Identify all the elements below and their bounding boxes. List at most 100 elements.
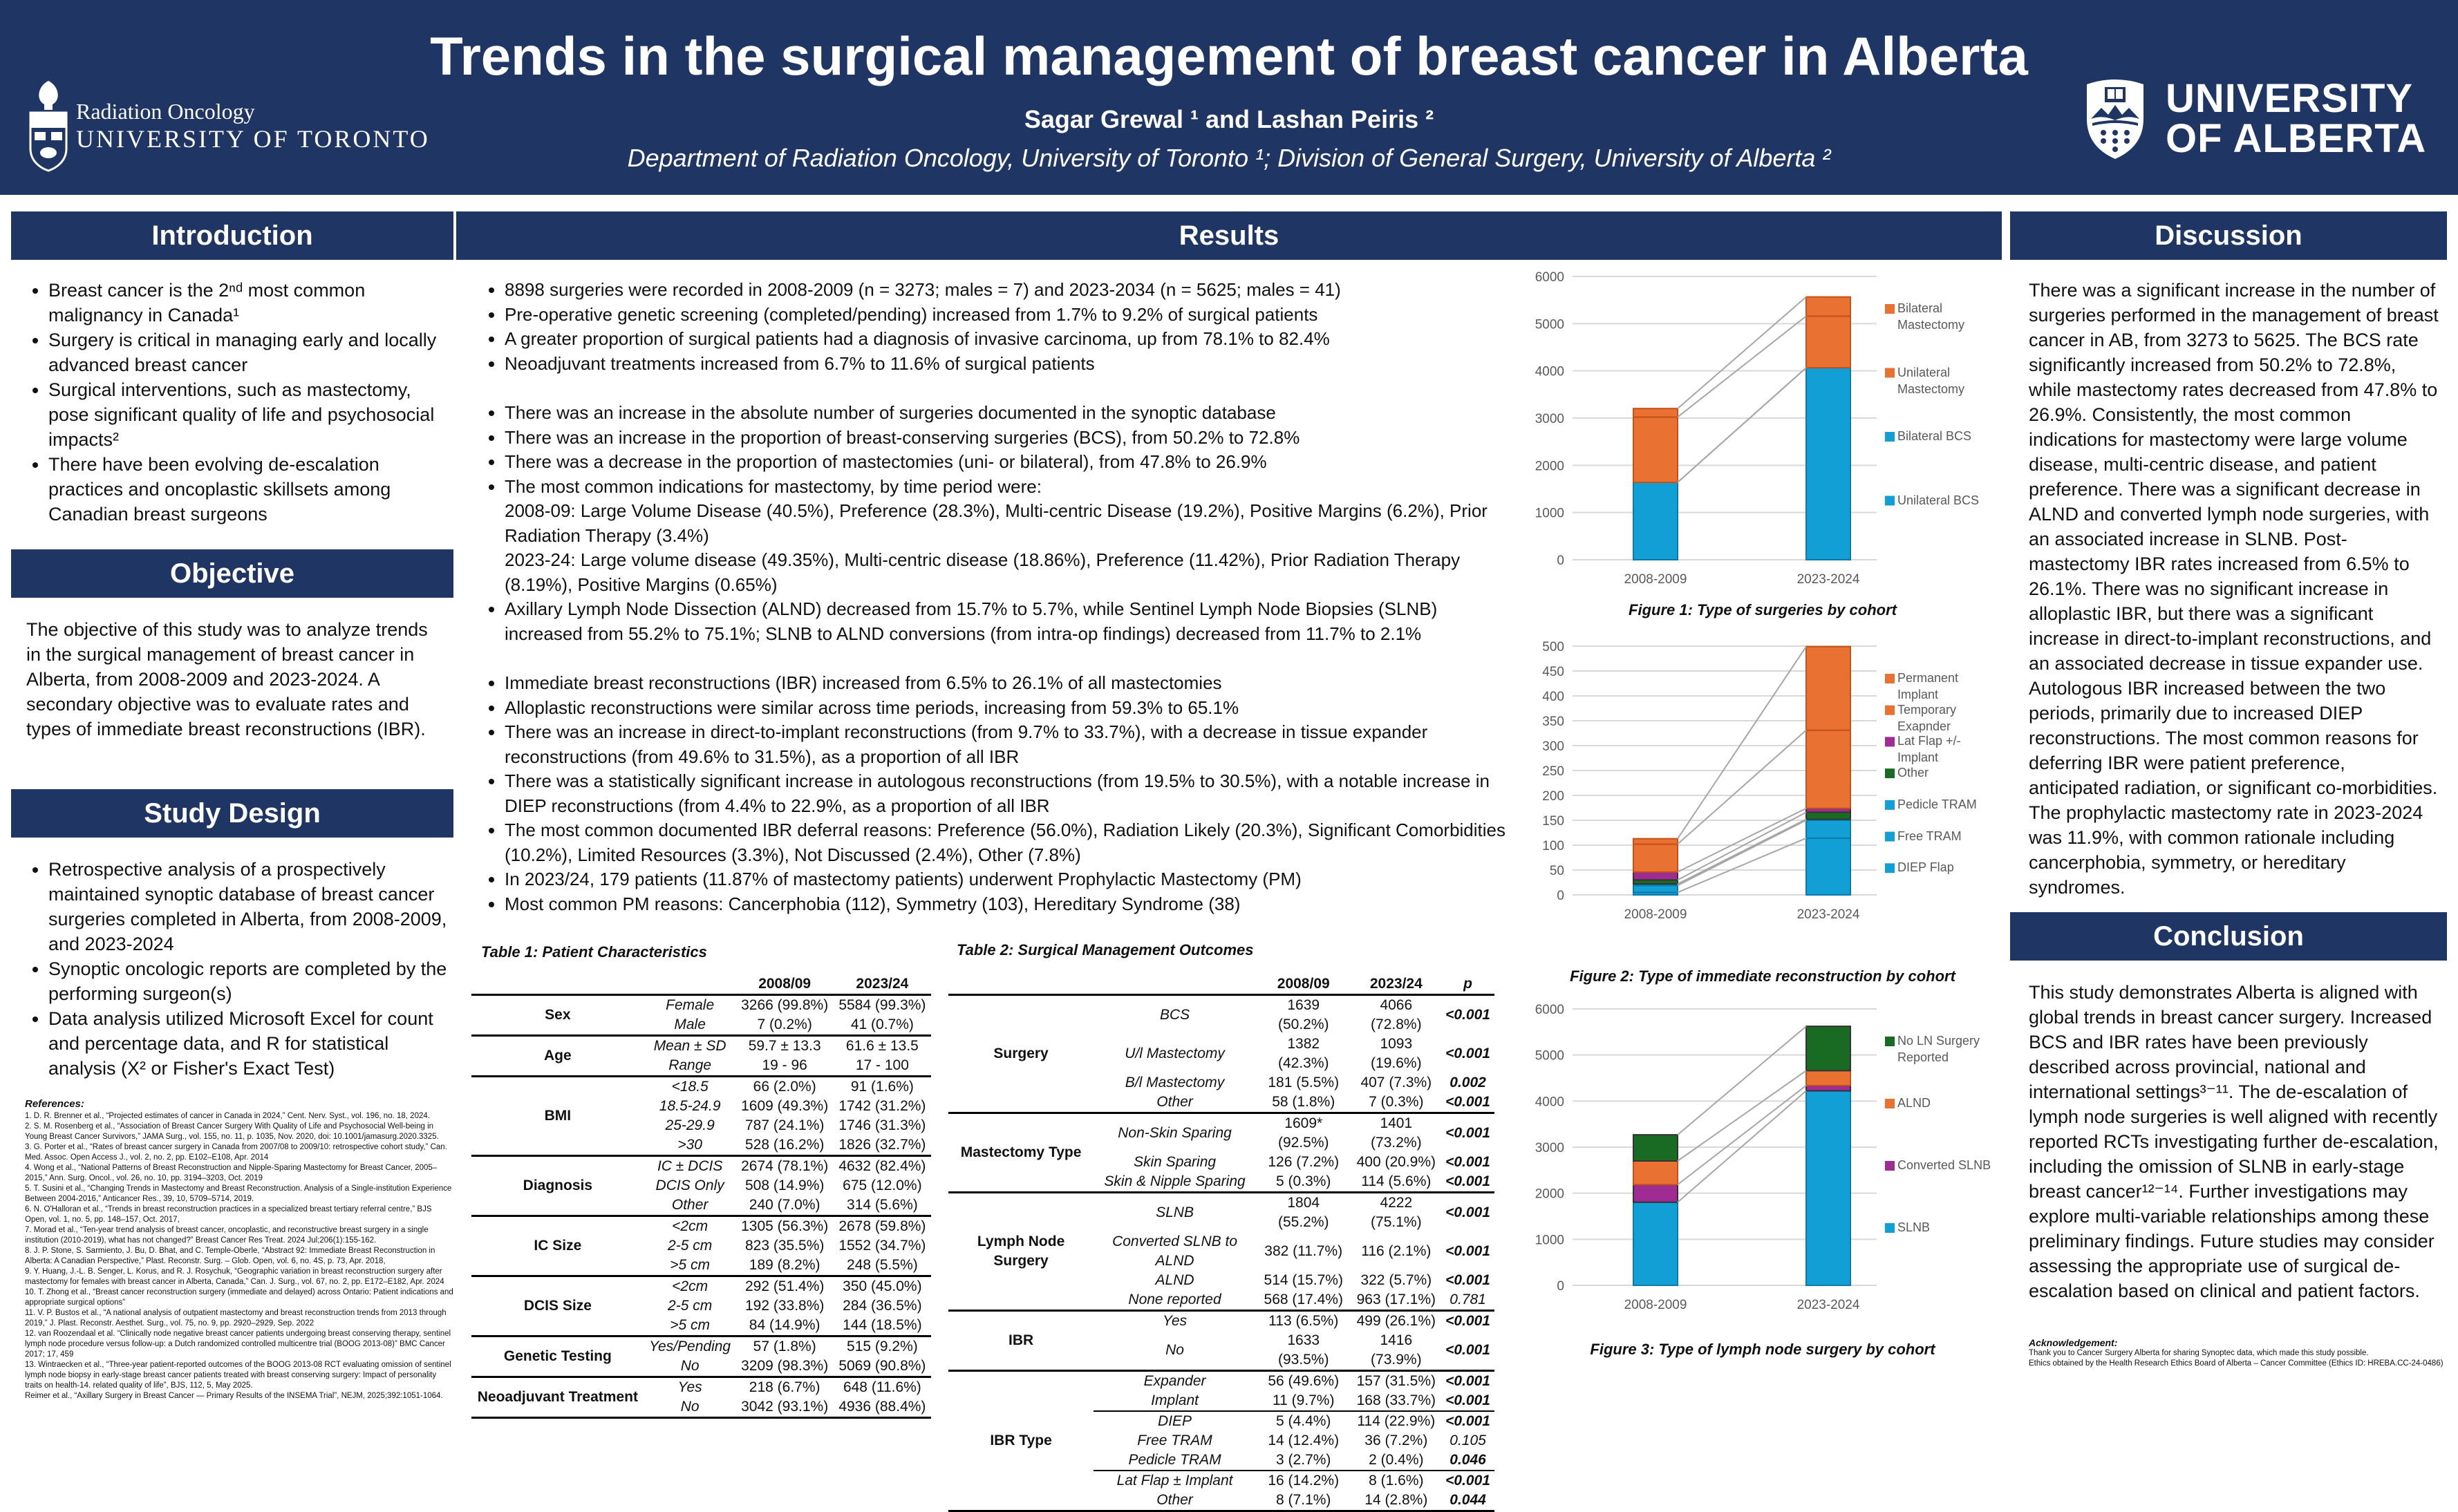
series-connector-line [1677, 837, 1807, 894]
table1-title: Table 1: Patient Characteristics [481, 943, 707, 961]
surgical-outcomes-table: 2008/09 2023/24 p Surgery BCS 1639 (50.2%) 406… [948, 974, 1494, 1512]
bar-segment [1633, 838, 1678, 845]
objective-heading: Objective [11, 549, 453, 598]
row-group-label: Mastectomy Type [948, 1113, 1094, 1193]
figure2-chart: 0 50 100 150 200 250 300 350 400 450 500 2008-2009 2… [1542, 640, 1976, 922]
bar-segment [1633, 482, 1678, 561]
legend-label: Bilateral BCS [1897, 429, 1972, 443]
y-tick-label: 2000 [1535, 459, 1564, 473]
table-row: Male 7 (0.2%) 41 (0.7%) [471, 1015, 931, 1037]
cell-value: 1804 (55.2%) [1277, 1195, 1329, 1230]
row-label: IC ± DCIS [657, 1158, 723, 1174]
y-tick-label: 3000 [1535, 412, 1564, 426]
row-label: >5 cm [644, 1256, 736, 1277]
p-value: 0.002 [1450, 1075, 1486, 1090]
p-value: <0.001 [1445, 1272, 1490, 1288]
cell-value: 66 (2.0%) [753, 1079, 816, 1095]
p-value: 0.044 [1441, 1491, 1494, 1512]
x-tick-label: 2023-2024 [1797, 572, 1860, 587]
table-row: U/l Mastectomy 1382 (42.3%) 1093 (19.6%) <0… [948, 1034, 1494, 1073]
table-row: Neoadjuvant Treatment Yes 218 (6.7%) 648 (1… [471, 1377, 931, 1419]
logo-left-line2: UNIVERSITY OF TORONTO [76, 125, 430, 153]
y-tick-label: 450 [1542, 665, 1564, 679]
column-header: 2008/09 [1255, 974, 1351, 996]
legend-swatch [1885, 1037, 1895, 1046]
intro-bullet: There have been evolving de-escalation p… [48, 452, 449, 527]
cell-value: 1093 (19.6%) [1371, 1036, 1422, 1071]
design-bullet: Data analysis utilized Microsoft Excel f… [48, 1006, 449, 1081]
results-bullet: There was an increase in the absolute nu… [505, 401, 1507, 426]
p-value: <0.001 [1441, 1331, 1494, 1372]
cell-value: 2674 (78.1%) [741, 1158, 829, 1174]
p-value: <0.001 [1445, 1154, 1490, 1170]
logo-left-line1: Radiation Oncology [76, 99, 255, 124]
cell-value: 126 (7.2%) [1268, 1154, 1340, 1170]
table-row: No 1633 (93.5%) 1416 (73.9%) <0.001 [948, 1331, 1494, 1372]
table-row: Other 58 (1.8%) 7 (0.3%) <0.001 [948, 1093, 1494, 1114]
cell-value: 61.6 ± 13.5 [845, 1038, 919, 1054]
bar-segment [1805, 1026, 1851, 1072]
y-tick-label: 2000 [1535, 1187, 1564, 1202]
cell-value: 41 (0.7%) [833, 1015, 931, 1037]
introduction-body: Breast cancer is the 2ⁿᵈ most common mal… [14, 278, 449, 527]
cell-value: 4066 (72.8%) [1371, 997, 1422, 1032]
row-label: <18.5 [671, 1079, 709, 1095]
bar-segment [1805, 296, 1851, 317]
legend-item: ALND [1897, 1096, 1931, 1110]
p-value: <0.001 [1445, 1046, 1490, 1061]
row-group-label: Neoadjuvant Treatment [471, 1377, 644, 1419]
conclusion-heading: Conclusion [2010, 912, 2447, 961]
cell-value: 3 (2.7%) [1255, 1450, 1351, 1471]
cell-value: 5069 (90.8%) [833, 1357, 931, 1378]
cell-value: 240 (7.0%) [735, 1196, 834, 1217]
row-label: SLNB [1156, 1204, 1194, 1220]
bar-segment [1805, 315, 1851, 369]
cell-value: 1826 (32.7%) [833, 1135, 931, 1157]
reference-item: 13. Wintraecken et al., “Three-year pati… [25, 1361, 451, 1390]
y-tick-label: 1000 [1535, 507, 1564, 521]
bar-segment [1633, 843, 1678, 873]
intro-bullet: Surgery is critical in managing early an… [48, 328, 449, 377]
cell-value: 4222 (75.1%) [1371, 1195, 1422, 1230]
y-tick-label: 400 [1542, 690, 1564, 704]
ualberta-logo: UNIVERSITY OF ALBERTA [2084, 77, 2426, 160]
study-design-heading: Study Design [11, 789, 453, 838]
bar-segment [1805, 645, 1851, 731]
y-tick-label: 6000 [1535, 1003, 1564, 1017]
reference-item: 7. Morad et al., “Ten-year trend analysi… [25, 1226, 429, 1245]
cell-value: 157 (31.5%) [1356, 1373, 1436, 1389]
reference-item: 4. Wong et al., “National Patterns of Br… [25, 1164, 438, 1182]
row-group-label: Surgery [948, 994, 1094, 1114]
cell-value: 314 (5.6%) [833, 1196, 931, 1217]
study-design-body: Retrospective analysis of a prospectivel… [14, 857, 449, 1081]
cell-value: 189 (8.2%) [735, 1256, 834, 1277]
table-row: 25-29.9 787 (24.1%) 1746 (31.3%) [471, 1116, 931, 1135]
affiliations: Department of Radiation Oncology, Univer… [627, 144, 1831, 172]
bar-segment [1805, 367, 1851, 560]
p-value: <0.001 [1441, 1172, 1494, 1193]
row-label: 2-5 cm [668, 1298, 713, 1314]
x-tick-label: 2008-2009 [1624, 907, 1687, 922]
row-label: Free TRAM [1137, 1433, 1212, 1448]
p-value: <0.001 [1445, 1473, 1490, 1489]
legend-item: DIEP Flap [1897, 860, 1954, 874]
table-row: None reported 568 (17.4%) 963 (17.1%) 0.781 [948, 1290, 1494, 1312]
x-tick-label: 2008-2009 [1624, 572, 1687, 587]
cell-value: 2678 (59.8%) [838, 1218, 926, 1234]
uoft-crest-icon [29, 81, 68, 172]
legend-item: Unilateral Mastectomy [1897, 366, 1964, 396]
cell-value: 499 (26.1%) [1356, 1313, 1436, 1329]
table-row: ALND 514 (15.7%) 322 (5.7%) <0.001 [948, 1271, 1494, 1290]
p-value: 0.781 [1441, 1290, 1494, 1312]
table-row: Skin Sparing 126 (7.2%) 400 (20.9%) <0.001 [948, 1153, 1494, 1172]
poster-title: Trends in the surgical management of bre… [430, 26, 2028, 86]
row-group-label: Lymph Node Surgery [948, 1192, 1094, 1312]
cell-value: 58 (1.8%) [1255, 1093, 1351, 1114]
ualberta-shield-icon [2087, 79, 2143, 159]
column-header: p [1441, 974, 1494, 996]
row-label: Female [666, 997, 715, 1013]
row-label: None reported [1094, 1290, 1256, 1312]
legend-item: Unilateral BCS [1897, 493, 1979, 507]
legend-swatch [1885, 1223, 1895, 1233]
legend-item: Temporary Exapnder [1897, 703, 1956, 733]
